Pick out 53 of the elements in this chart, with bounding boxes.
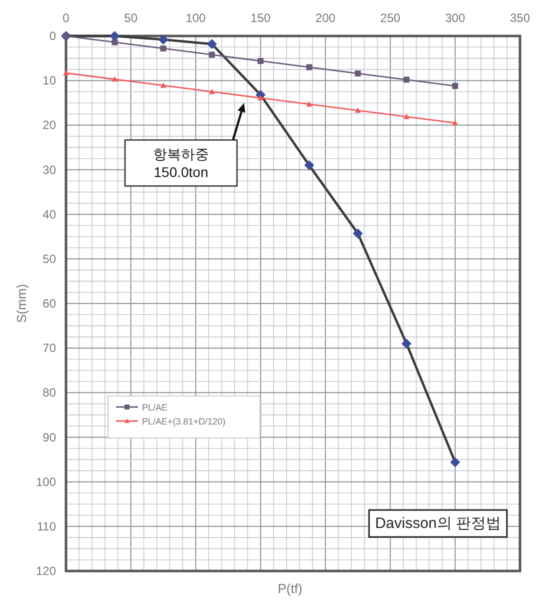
x-tick-label: 250	[380, 11, 401, 25]
point	[404, 76, 410, 83]
point	[304, 160, 314, 170]
x-tick-label: 50	[124, 11, 138, 25]
y-tick-label: 60	[42, 296, 56, 310]
y-tick-label: 120	[36, 564, 56, 578]
y-tick-label: 70	[42, 341, 56, 356]
point	[306, 101, 312, 107]
point	[158, 34, 168, 45]
point	[206, 39, 217, 50]
legend-label: PL/AE+(3.81+D/120)	[142, 416, 226, 426]
x-tick-label: 150	[250, 11, 271, 25]
y-tick-label: 110	[36, 519, 56, 534]
point	[354, 107, 361, 113]
point	[258, 94, 264, 100]
point	[63, 70, 69, 76]
point	[112, 39, 118, 46]
y-tick-label: 100	[36, 474, 56, 489]
y-tick-label: 40	[42, 207, 56, 222]
y-tick-label: 50	[42, 252, 56, 266]
point	[110, 31, 120, 41]
y-tick-label: 20	[42, 118, 56, 132]
point	[352, 228, 363, 239]
x-tick-label: 350	[510, 11, 530, 25]
annotation: Davisson의 판정법	[368, 509, 508, 538]
x-tick-label: 300	[445, 11, 466, 25]
x-axis-title: P(tf)	[278, 581, 302, 596]
point	[258, 58, 264, 64]
point	[208, 52, 215, 58]
point	[452, 82, 458, 89]
y-tick-label: 10	[42, 74, 56, 88]
point	[160, 82, 166, 88]
point	[112, 76, 118, 82]
point	[354, 70, 361, 76]
annotation: 항복하중 150.0ton	[124, 103, 246, 187]
legend-label: PL/AE	[142, 402, 168, 412]
point	[160, 45, 166, 52]
y-tick-label: 0	[49, 29, 56, 43]
x-tick-label: 100	[186, 11, 206, 25]
y-tick-label: 90	[42, 430, 56, 444]
x-tick-label: 200	[315, 11, 336, 25]
annotation: Davisson의 판정법	[375, 515, 501, 532]
point	[404, 114, 410, 120]
annotation: 항복하중 150.0ton	[153, 146, 209, 180]
point	[208, 88, 215, 94]
x-tick-label: 0	[62, 11, 70, 25]
point	[402, 338, 412, 349]
point	[306, 64, 312, 70]
y-axis-title: S(mm)	[14, 284, 29, 323]
point	[450, 457, 460, 468]
point	[452, 120, 458, 126]
y-tick-label: 80	[42, 386, 56, 400]
y-tick-label: 30	[42, 162, 56, 177]
